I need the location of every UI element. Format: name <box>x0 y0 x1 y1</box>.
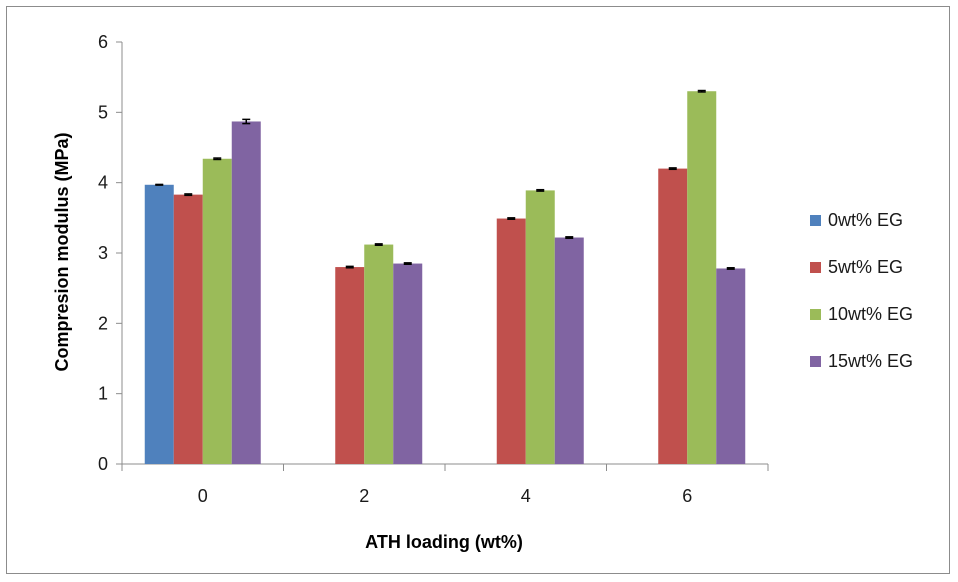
legend-item: 10wt% EG <box>810 304 913 324</box>
x-tick-label: 6 <box>682 486 692 506</box>
error-bar <box>184 193 193 197</box>
bar <box>525 190 555 465</box>
x-tick-label: 4 <box>521 486 531 506</box>
legend-label: 0wt% EG <box>828 210 903 230</box>
y-tick-label: 4 <box>98 173 108 193</box>
x-axis-title: ATH loading (wt%) <box>365 532 523 552</box>
bar <box>554 237 584 464</box>
error-bar <box>668 167 677 171</box>
y-tick-label: 0 <box>98 454 108 474</box>
bar <box>716 268 746 464</box>
error-bar <box>403 262 412 266</box>
legend: 0wt% EG 5wt% EG 10wt% EG 15wt% EG <box>810 210 913 371</box>
bar <box>393 263 423 464</box>
legend-swatch <box>810 215 821 226</box>
legend-label: 5wt% EG <box>828 257 903 277</box>
error-bar <box>565 236 574 239</box>
y-axis-ticks: 0 1 2 3 4 5 6 <box>98 32 122 474</box>
error-bar <box>726 267 735 270</box>
bar <box>658 168 688 464</box>
y-tick-label: 2 <box>98 313 108 333</box>
x-tick-label: 0 <box>198 486 208 506</box>
error-bars <box>155 89 735 270</box>
legend-item: 5wt% EG <box>810 257 903 277</box>
y-tick-label: 5 <box>98 102 108 122</box>
legend-swatch <box>810 262 821 273</box>
bar <box>335 267 365 464</box>
legend-item: 15wt% EG <box>810 351 913 371</box>
error-bar <box>242 118 251 125</box>
error-bar <box>536 188 545 192</box>
legend-label: 15wt% EG <box>828 351 913 371</box>
legend-label: 10wt% EG <box>828 304 913 324</box>
legend-item: 0wt% EG <box>810 210 903 230</box>
error-bar <box>213 157 222 161</box>
bar <box>364 244 394 464</box>
y-tick-label: 6 <box>98 32 108 52</box>
bar <box>173 194 203 464</box>
bar <box>687 91 717 464</box>
y-tick-label: 3 <box>98 243 108 263</box>
error-bar <box>345 265 354 269</box>
x-axis-ticks: 0 2 4 6 <box>121 464 769 506</box>
bar <box>496 218 526 464</box>
legend-swatch <box>810 356 821 367</box>
error-bar <box>374 243 383 247</box>
error-bar <box>507 217 516 220</box>
bar <box>144 184 174 464</box>
x-tick-label: 2 <box>359 486 369 506</box>
error-bar <box>697 89 706 93</box>
bar <box>202 158 232 464</box>
legend-swatch <box>810 309 821 320</box>
bar <box>231 121 261 464</box>
y-axis-title: Compresion modulus (MPa) <box>52 132 72 371</box>
bars <box>144 91 746 465</box>
error-bar <box>155 183 164 186</box>
y-tick-label: 1 <box>98 384 108 404</box>
